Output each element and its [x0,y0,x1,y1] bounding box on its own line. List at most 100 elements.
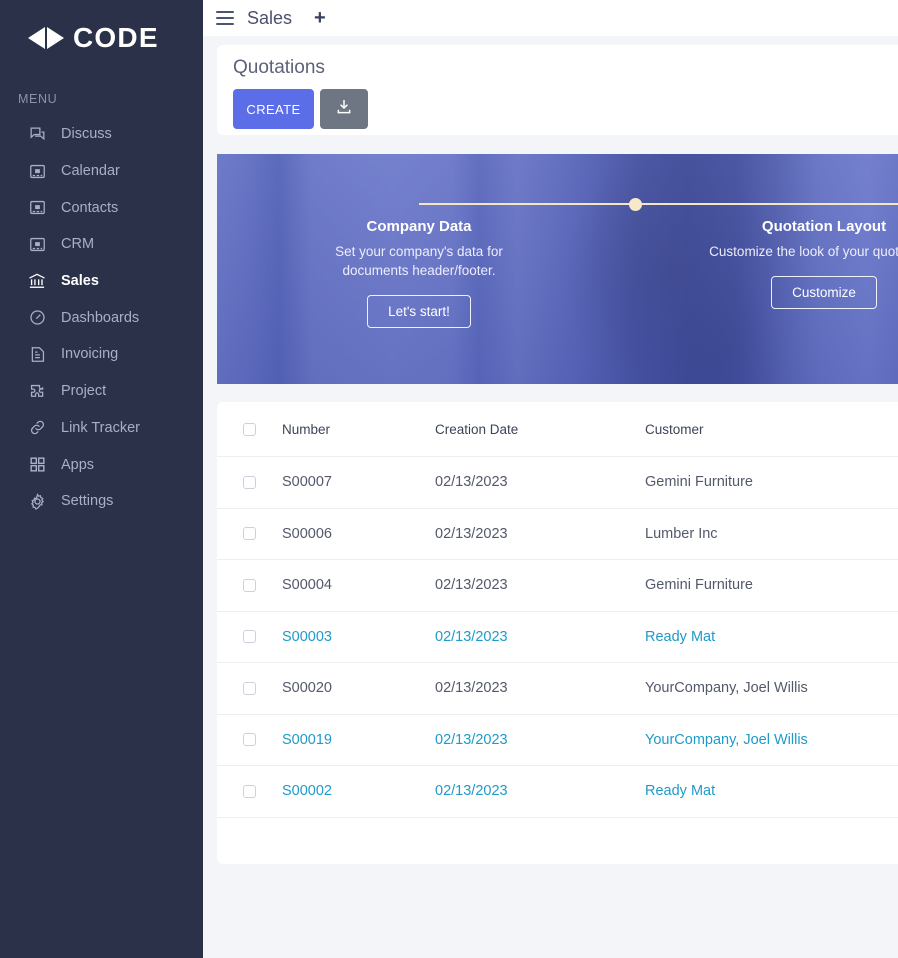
sidebar-item-dashboards[interactable]: Dashboards [0,299,203,336]
main-content: Quotations CREATE Company Data Set your … [203,36,898,958]
banner-blue-overlay [217,154,898,384]
checkbox-icon[interactable] [243,630,256,644]
cell-number: S00003 [282,628,332,645]
checkbox-icon[interactable] [243,422,256,436]
cell-creation-date: 02/13/2023 [435,474,508,491]
cell-creation-date: 02/13/2023 [435,731,508,748]
sidebar-item-settings[interactable]: Settings [0,483,203,520]
sidebar-item-label: Project [61,383,107,400]
step-description: Set your company's data for documents he… [335,244,503,278]
sidebar-item-invoicing[interactable]: Invoicing [0,336,203,373]
row-select-cell [217,578,282,592]
row-select-cell [217,784,282,798]
row-select-cell [217,630,282,644]
hamburger-icon[interactable] [216,11,234,25]
table-footer-space [217,817,898,864]
checkbox-icon[interactable] [243,681,256,695]
sidebar-item-label: Contacts [61,199,119,216]
brand-name: CODE [73,22,159,53]
sidebar-item-label: Dashboards [61,309,140,326]
code-chevrons-icon [28,27,64,49]
sidebar-item-contacts[interactable]: Contacts [0,189,203,226]
download-tray-icon [335,98,353,121]
cell-customer: Gemini Furniture [645,474,753,491]
step-title: Quotation Layout [761,218,887,235]
gear-icon [26,490,48,512]
grid-squares-icon [26,454,48,476]
puzzle-piece-icon [26,380,48,402]
checkbox-icon[interactable] [243,475,256,489]
create-button[interactable]: CREATE [233,89,314,129]
brand-logo[interactable]: CODE [0,0,203,76]
sidebar-item-crm[interactable]: CRM [0,226,203,263]
cell-customer: Ready Mat [645,783,716,800]
cell-customer: Lumber Inc [645,525,718,542]
onboarding-step-dot[interactable] [629,198,642,211]
select-all-cell [217,422,282,436]
sidebar-item-label: Invoicing [61,346,119,363]
cell-number: S00006 [282,525,332,542]
step-title: Company Data [366,218,472,235]
cell-customer: YourCompany, Joel Willis [645,731,808,748]
table-row[interactable]: S00002 02/13/2023 Ready Mat [217,766,898,818]
page-title: Quotations [233,57,325,78]
onboarding-step-company-data: Company Data Set your company's data for… [304,190,534,328]
page-header-card: Quotations CREATE [217,45,898,135]
sidebar-item-apps[interactable]: Apps [0,446,203,483]
cell-customer: YourCompany, Joel Willis [645,680,808,697]
onboarding-step-quotation-layout: Quotation Layout Customize the look of y… [709,190,898,309]
cell-customer: Ready Mat [645,628,716,645]
sidebar-item-link-tracker[interactable]: Link Tracker [0,410,203,447]
table-row[interactable]: S00007 02/13/2023 Gemini Furniture [217,457,898,509]
sidebar-item-label: Calendar [61,163,120,180]
table-row[interactable]: S00004 02/13/2023 Gemini Furniture [217,560,898,612]
sidebar-item-discuss[interactable]: Discuss [0,116,203,153]
top-bar: Sales + [203,0,898,36]
bank-building-icon [26,270,48,292]
calendar-icon [26,160,48,182]
sidebar-item-label: Settings [61,493,114,510]
contacts-icon [26,197,48,219]
sidebar-item-calendar[interactable]: Calendar [0,153,203,190]
sidebar-item-label: Apps [61,456,95,473]
cell-creation-date: 02/13/2023 [435,628,508,645]
cell-creation-date: 02/13/2023 [435,680,508,697]
sidebar-item-label: Link Tracker [61,419,140,436]
checkbox-icon[interactable] [243,578,256,592]
column-header-creation-date[interactable]: Creation Date [435,421,519,437]
customize-button[interactable]: Customize [771,276,877,309]
row-select-cell [217,733,282,747]
checkbox-icon[interactable] [243,527,256,541]
sidebar-item-sales[interactable]: Sales [0,263,203,300]
crm-icon [26,233,48,255]
cell-creation-date: 02/13/2023 [435,783,508,800]
sidebar-item-label: CRM [61,236,95,253]
sidebar-item-project[interactable]: Project [0,373,203,410]
quotations-table: Number Creation Date Customer S00007 02/… [217,402,898,864]
cell-number: S00020 [282,680,332,697]
row-select-cell [217,527,282,541]
table-row[interactable]: S00006 02/13/2023 Lumber Inc [217,509,898,560]
column-header-customer[interactable]: Customer [645,421,704,437]
gauge-icon [26,307,48,329]
table-header-row: Number Creation Date Customer [217,402,898,457]
chat-bubbles-icon [26,123,48,145]
sidebar-section-label: MENU [18,92,58,106]
column-header-number[interactable]: Number [282,421,331,437]
download-button[interactable] [320,89,368,129]
link-chain-icon [26,417,48,439]
checkbox-icon[interactable] [243,733,256,747]
sidebar-item-label: Sales [61,273,99,290]
row-select-cell [217,681,282,695]
checkbox-icon[interactable] [243,784,256,798]
table-row[interactable]: S00020 02/13/2023 YourCompany, Joel Will… [217,663,898,715]
plus-icon[interactable]: + [314,7,326,29]
lets-start-button[interactable]: Let's start! [367,295,471,328]
table-row[interactable]: S00003 02/13/2023 Ready Mat [217,612,898,663]
onboarding-progress-line [419,203,898,205]
sidebar: CODE MENU Discuss Calendar Co [0,0,203,958]
cell-number: S00019 [282,731,332,748]
cell-customer: Gemini Furniture [645,577,753,594]
cell-number: S00002 [282,783,332,800]
table-row[interactable]: S00019 02/13/2023 YourCompany, Joel Will… [217,715,898,766]
